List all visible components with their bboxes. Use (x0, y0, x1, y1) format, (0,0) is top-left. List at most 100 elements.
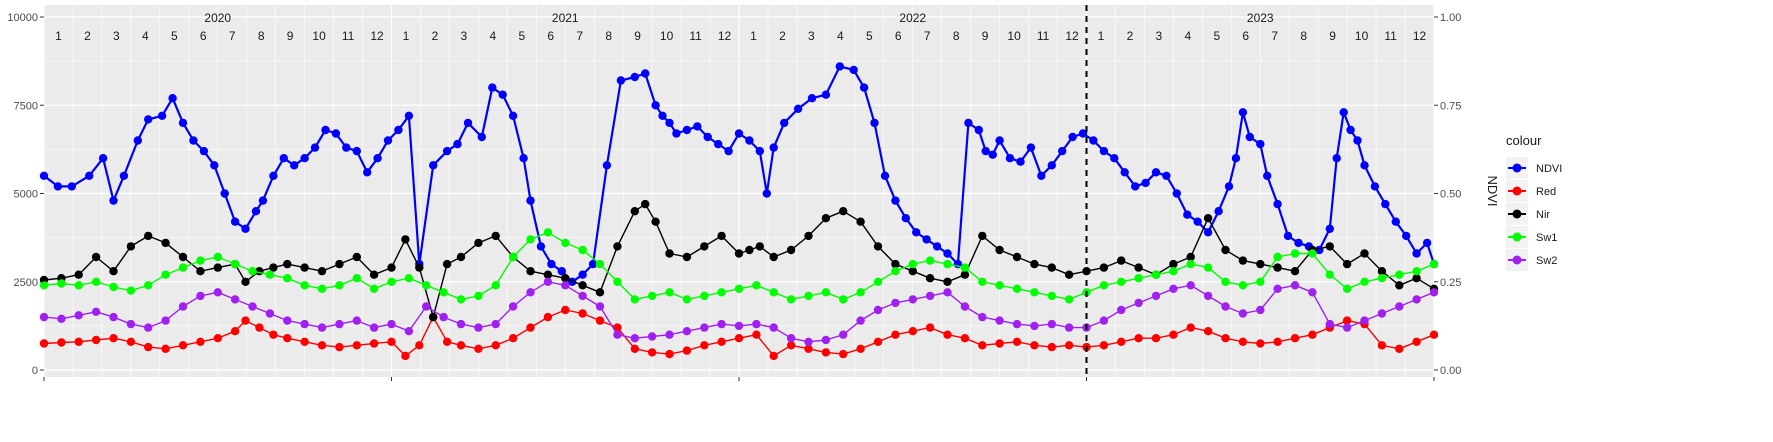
series-sw1 (39, 228, 1439, 304)
data-point (422, 281, 431, 290)
data-point (1256, 339, 1265, 348)
data-point (199, 146, 209, 156)
data-point (1256, 259, 1265, 269)
data-point (1037, 171, 1046, 180)
month-label: 7 (1271, 29, 1278, 43)
data-point (335, 281, 344, 290)
data-point (839, 349, 848, 359)
data-point (873, 277, 883, 286)
data-point (1099, 263, 1109, 272)
data-point (178, 252, 188, 262)
data-point (161, 316, 170, 325)
data-point (1308, 330, 1317, 339)
data-point (557, 267, 566, 276)
data-point (1012, 337, 1022, 346)
legend-key-point (1512, 186, 1522, 196)
data-point (682, 125, 692, 135)
data-point (595, 316, 605, 325)
month-label: 11 (1384, 29, 1397, 43)
data-point (1342, 284, 1352, 293)
data-point (1263, 171, 1272, 180)
month-label: 10 (1007, 29, 1021, 43)
data-point (442, 337, 452, 346)
data-point (595, 288, 605, 297)
data-point (925, 323, 935, 332)
data-point (717, 337, 726, 346)
data-point (422, 302, 431, 311)
data-point (1360, 161, 1369, 170)
year-label: 2021 (552, 11, 579, 25)
data-point (839, 207, 848, 216)
data-point (300, 263, 309, 272)
data-point (39, 339, 49, 348)
data-point (119, 171, 129, 180)
data-point (1064, 323, 1074, 332)
data-point (526, 323, 535, 332)
legend-label: Sw1 (1536, 232, 1557, 244)
series-nir (39, 199, 1439, 322)
data-point (363, 168, 372, 177)
data-point (1117, 337, 1126, 346)
data-point (1294, 238, 1303, 248)
data-point (578, 309, 587, 318)
data-point (1151, 334, 1161, 343)
month-label: 6 (1242, 29, 1249, 43)
y2-tick-label: 0.50 (1440, 189, 1461, 201)
month-label: 9 (634, 29, 641, 43)
data-point (109, 282, 118, 292)
data-point (317, 323, 327, 332)
data-point (144, 281, 153, 290)
month-label: 9 (982, 29, 989, 43)
data-point (178, 263, 188, 272)
data-point (1151, 168, 1161, 177)
month-label: 2 (1127, 29, 1134, 43)
data-point (331, 129, 341, 138)
data-point (1273, 284, 1282, 293)
legend-item-red: Red (1506, 180, 1556, 202)
data-point (317, 284, 327, 293)
data-point (321, 125, 330, 135)
data-point (404, 274, 414, 283)
data-point (317, 267, 327, 276)
data-point (283, 274, 292, 283)
data-point (543, 228, 553, 237)
data-point (439, 312, 448, 322)
data-point (387, 277, 396, 286)
data-point (1256, 277, 1265, 286)
data-point (491, 341, 500, 350)
data-point (891, 196, 900, 205)
data-point (960, 334, 970, 343)
data-point (74, 270, 83, 279)
data-point (369, 323, 379, 332)
data-point (109, 312, 118, 322)
data-point (1047, 161, 1057, 170)
data-point (908, 267, 917, 276)
data-point (647, 332, 657, 341)
data-point (283, 259, 292, 269)
data-point (373, 154, 382, 163)
legend-label: Red (1536, 186, 1556, 198)
data-point (1412, 274, 1421, 283)
data-point (126, 242, 136, 251)
data-point (786, 295, 796, 304)
data-point (1047, 263, 1057, 272)
data-point (456, 319, 466, 329)
month-label: 5 (1213, 29, 1220, 43)
data-point (1412, 249, 1421, 258)
data-point (1342, 323, 1352, 332)
data-point (1186, 281, 1195, 290)
y2-axis-title: NDVI (1485, 175, 1500, 206)
data-point (908, 327, 917, 336)
month-label: 12 (1065, 29, 1079, 43)
data-point (561, 238, 570, 248)
data-point (1238, 108, 1248, 117)
y2-tick-label: 0.25 (1440, 277, 1461, 289)
data-point (908, 259, 917, 269)
data-point (1238, 281, 1248, 290)
data-point (1412, 337, 1421, 346)
data-point (769, 143, 778, 152)
data-point (342, 143, 351, 152)
data-point (1012, 284, 1022, 293)
data-point (647, 348, 657, 357)
